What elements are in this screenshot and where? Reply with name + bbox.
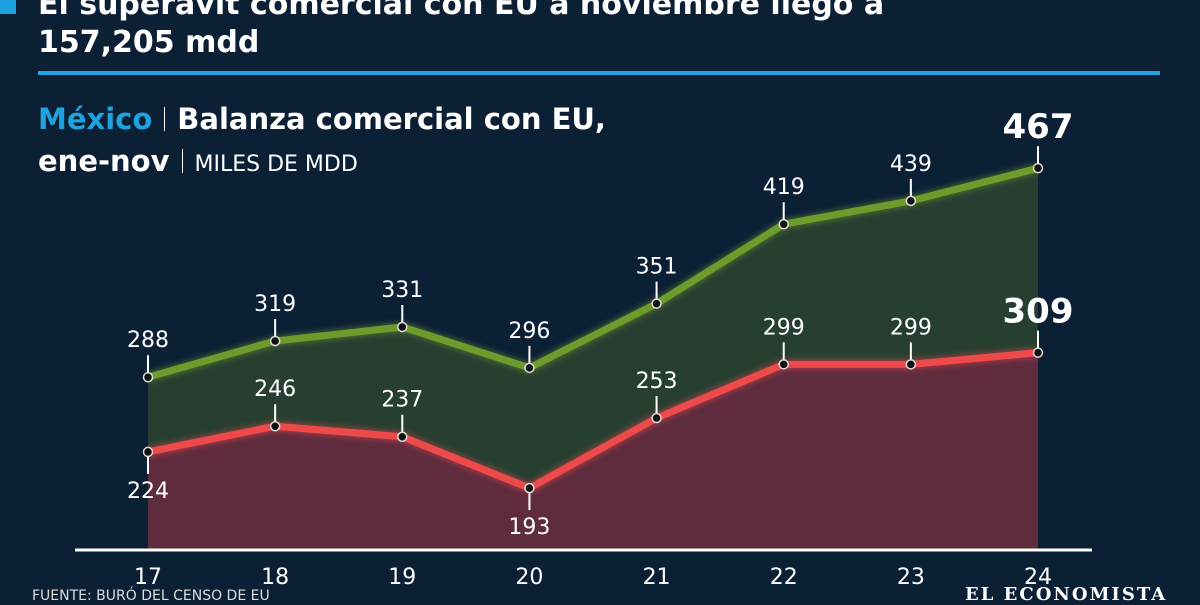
point: [524, 362, 535, 374]
value-label: 351: [636, 255, 678, 280]
x-tick-label: 18: [261, 565, 289, 590]
value-label: 467: [1003, 107, 1074, 147]
point: [269, 335, 281, 347]
point: [524, 482, 535, 494]
value-label: 309: [1003, 292, 1074, 332]
source: FUENTE: BURÓ DEL CENSO DE EU: [32, 588, 270, 604]
value-label: 253: [636, 369, 678, 394]
point: [905, 195, 917, 207]
point: [651, 298, 662, 309]
value-label: 419: [763, 175, 805, 200]
x-tick-label: 17: [134, 565, 162, 590]
point: [142, 446, 154, 458]
point: [905, 359, 917, 370]
point: [778, 218, 789, 230]
separator: [181, 149, 183, 173]
point: [1032, 162, 1044, 174]
x-tick-label: 21: [643, 565, 671, 590]
x-tick-label: 20: [515, 565, 543, 590]
point: [397, 321, 408, 333]
value-label: 237: [381, 388, 423, 413]
value-label: 246: [254, 377, 296, 402]
point: [397, 431, 408, 442]
value-label: 299: [890, 315, 932, 340]
x-tick-label: 23: [897, 565, 925, 590]
value-label: 319: [254, 292, 296, 317]
line: [147, 164, 1039, 381]
value-label: 193: [508, 515, 550, 540]
point: [778, 359, 789, 370]
subtitle: México Balanza comercial con EU, ene-nov M…: [38, 98, 658, 186]
title: El superávit comercial con EU a noviembr…: [38, 0, 885, 60]
point: [1032, 347, 1044, 358]
chart-title: Balanza comercial con EU, ene-nov: [38, 102, 606, 178]
point: [651, 412, 662, 424]
point: [269, 420, 281, 432]
title-bullet: [0, 0, 16, 14]
point: [142, 371, 154, 383]
value-label: 439: [890, 152, 932, 177]
logo: EL ECONOMISTA: [965, 584, 1168, 605]
line: [147, 349, 1039, 492]
x-tick-label: 24: [1024, 565, 1052, 590]
x-tick-label: 22: [770, 565, 798, 590]
separator: [164, 107, 166, 131]
value-label: 299: [763, 315, 805, 340]
title-rule: [38, 71, 1160, 75]
value-label: 288: [127, 328, 169, 353]
x-tick-label: 19: [388, 565, 416, 590]
area: [148, 352, 1038, 550]
units: MILES DE MDD: [194, 152, 358, 177]
value-label: 296: [508, 319, 550, 344]
country: México: [38, 102, 153, 136]
value-label: 224: [127, 479, 169, 504]
value-label: 331: [381, 278, 423, 303]
